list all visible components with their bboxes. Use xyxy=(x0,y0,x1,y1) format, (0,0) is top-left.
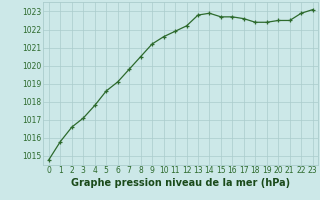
X-axis label: Graphe pression niveau de la mer (hPa): Graphe pression niveau de la mer (hPa) xyxy=(71,178,290,188)
